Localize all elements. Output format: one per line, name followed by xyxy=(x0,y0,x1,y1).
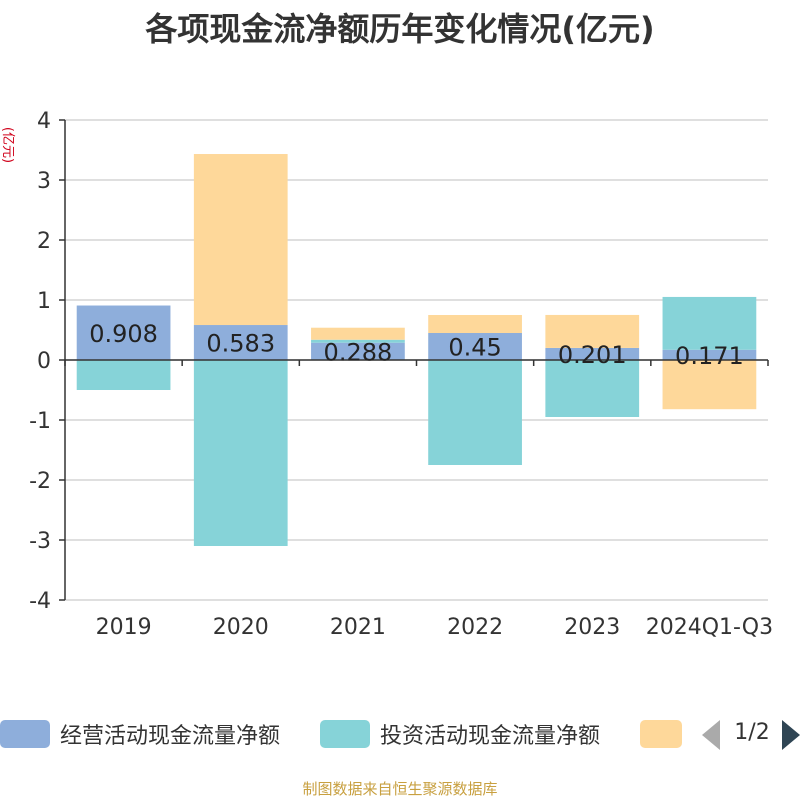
data-label: 0.288 xyxy=(324,338,393,366)
legend-item-operating[interactable]: 经营活动现金流量净额 xyxy=(0,716,280,752)
y-tick-label: -1 xyxy=(29,409,51,434)
legend-item-investing[interactable]: 投资活动现金流量净额 xyxy=(320,716,600,752)
grid-lines xyxy=(65,119,768,601)
bar-1-2024Q1-Q3 xyxy=(662,296,757,350)
y-axis-label: (亿元) xyxy=(0,127,15,163)
legend-pager: 1/2 xyxy=(700,718,800,752)
bar-0-2021 xyxy=(311,342,405,360)
bar-1-2019 xyxy=(76,360,171,390)
legend-label-operating: 经营活动现金流量净额 xyxy=(60,724,281,749)
x-tick-label: 2022 xyxy=(447,615,503,640)
data-label: 0.583 xyxy=(206,330,275,358)
data-label: 0.171 xyxy=(675,342,744,370)
y-tick-label: 4 xyxy=(37,109,51,134)
bar-2-2023 xyxy=(545,314,640,348)
prev-page-icon[interactable] xyxy=(702,720,720,750)
x-tick-label: 2020 xyxy=(213,615,269,640)
data-label: 0.201 xyxy=(558,341,627,369)
legend-page-indicator: 1/2 xyxy=(734,720,770,745)
bar-0-2023 xyxy=(545,347,640,360)
y-tick-label: 0 xyxy=(37,349,51,374)
legend-swatch-financing xyxy=(640,720,682,748)
y-tick-label: -4 xyxy=(29,589,51,614)
bars xyxy=(76,154,757,546)
x-tick-label: 2021 xyxy=(330,615,386,640)
x-tick-label: 2019 xyxy=(96,615,152,640)
bar-2-2021 xyxy=(311,327,405,340)
y-tick-label: -3 xyxy=(29,529,51,554)
y-tick-label: 1 xyxy=(37,289,51,314)
bar-0-2022 xyxy=(428,333,522,360)
axes: 4 3 2 1 0 -1 -2 -3 -4 2019 2020 2021 2022 2023 2024Q1-… xyxy=(29,109,773,640)
bar-0-2020 xyxy=(193,325,288,360)
chart-title: 各项现金流净额历年变化情况(亿元) xyxy=(145,10,655,48)
data-label: 0.908 xyxy=(89,320,158,348)
legend-item-financing[interactable] xyxy=(640,716,682,752)
bar-1-2020 xyxy=(193,360,288,546)
bar-2-2024Q1-Q3 xyxy=(662,360,757,410)
bar-2-2022 xyxy=(428,315,522,333)
x-tick-label: 2023 xyxy=(564,615,620,640)
data-label: 0.45 xyxy=(448,334,501,362)
data-labels: 0.908 0.583 0.288 0.45 0.201 0.171 xyxy=(89,320,744,370)
bar-1-2021 xyxy=(311,339,405,343)
legend-label-investing: 投资活动现金流量净额 xyxy=(380,724,601,749)
bar-1-2023 xyxy=(545,360,640,417)
data-source: 制图数据来自恒生聚源数据库 xyxy=(302,780,498,798)
bar-0-2019 xyxy=(76,305,171,360)
y-tick-label: -2 xyxy=(29,469,51,494)
legend-swatch-investing xyxy=(320,720,370,748)
bar-2-2020 xyxy=(193,154,288,326)
next-page-icon[interactable] xyxy=(782,720,800,750)
bar-0-2024Q1-Q3 xyxy=(662,349,757,360)
y-tick-label: 2 xyxy=(37,229,51,254)
y-tick-label: 3 xyxy=(37,169,51,194)
bar-1-2022 xyxy=(428,360,522,465)
x-tick-label: 2024Q1-Q3 xyxy=(646,615,773,640)
legend-swatch-operating xyxy=(0,720,50,748)
